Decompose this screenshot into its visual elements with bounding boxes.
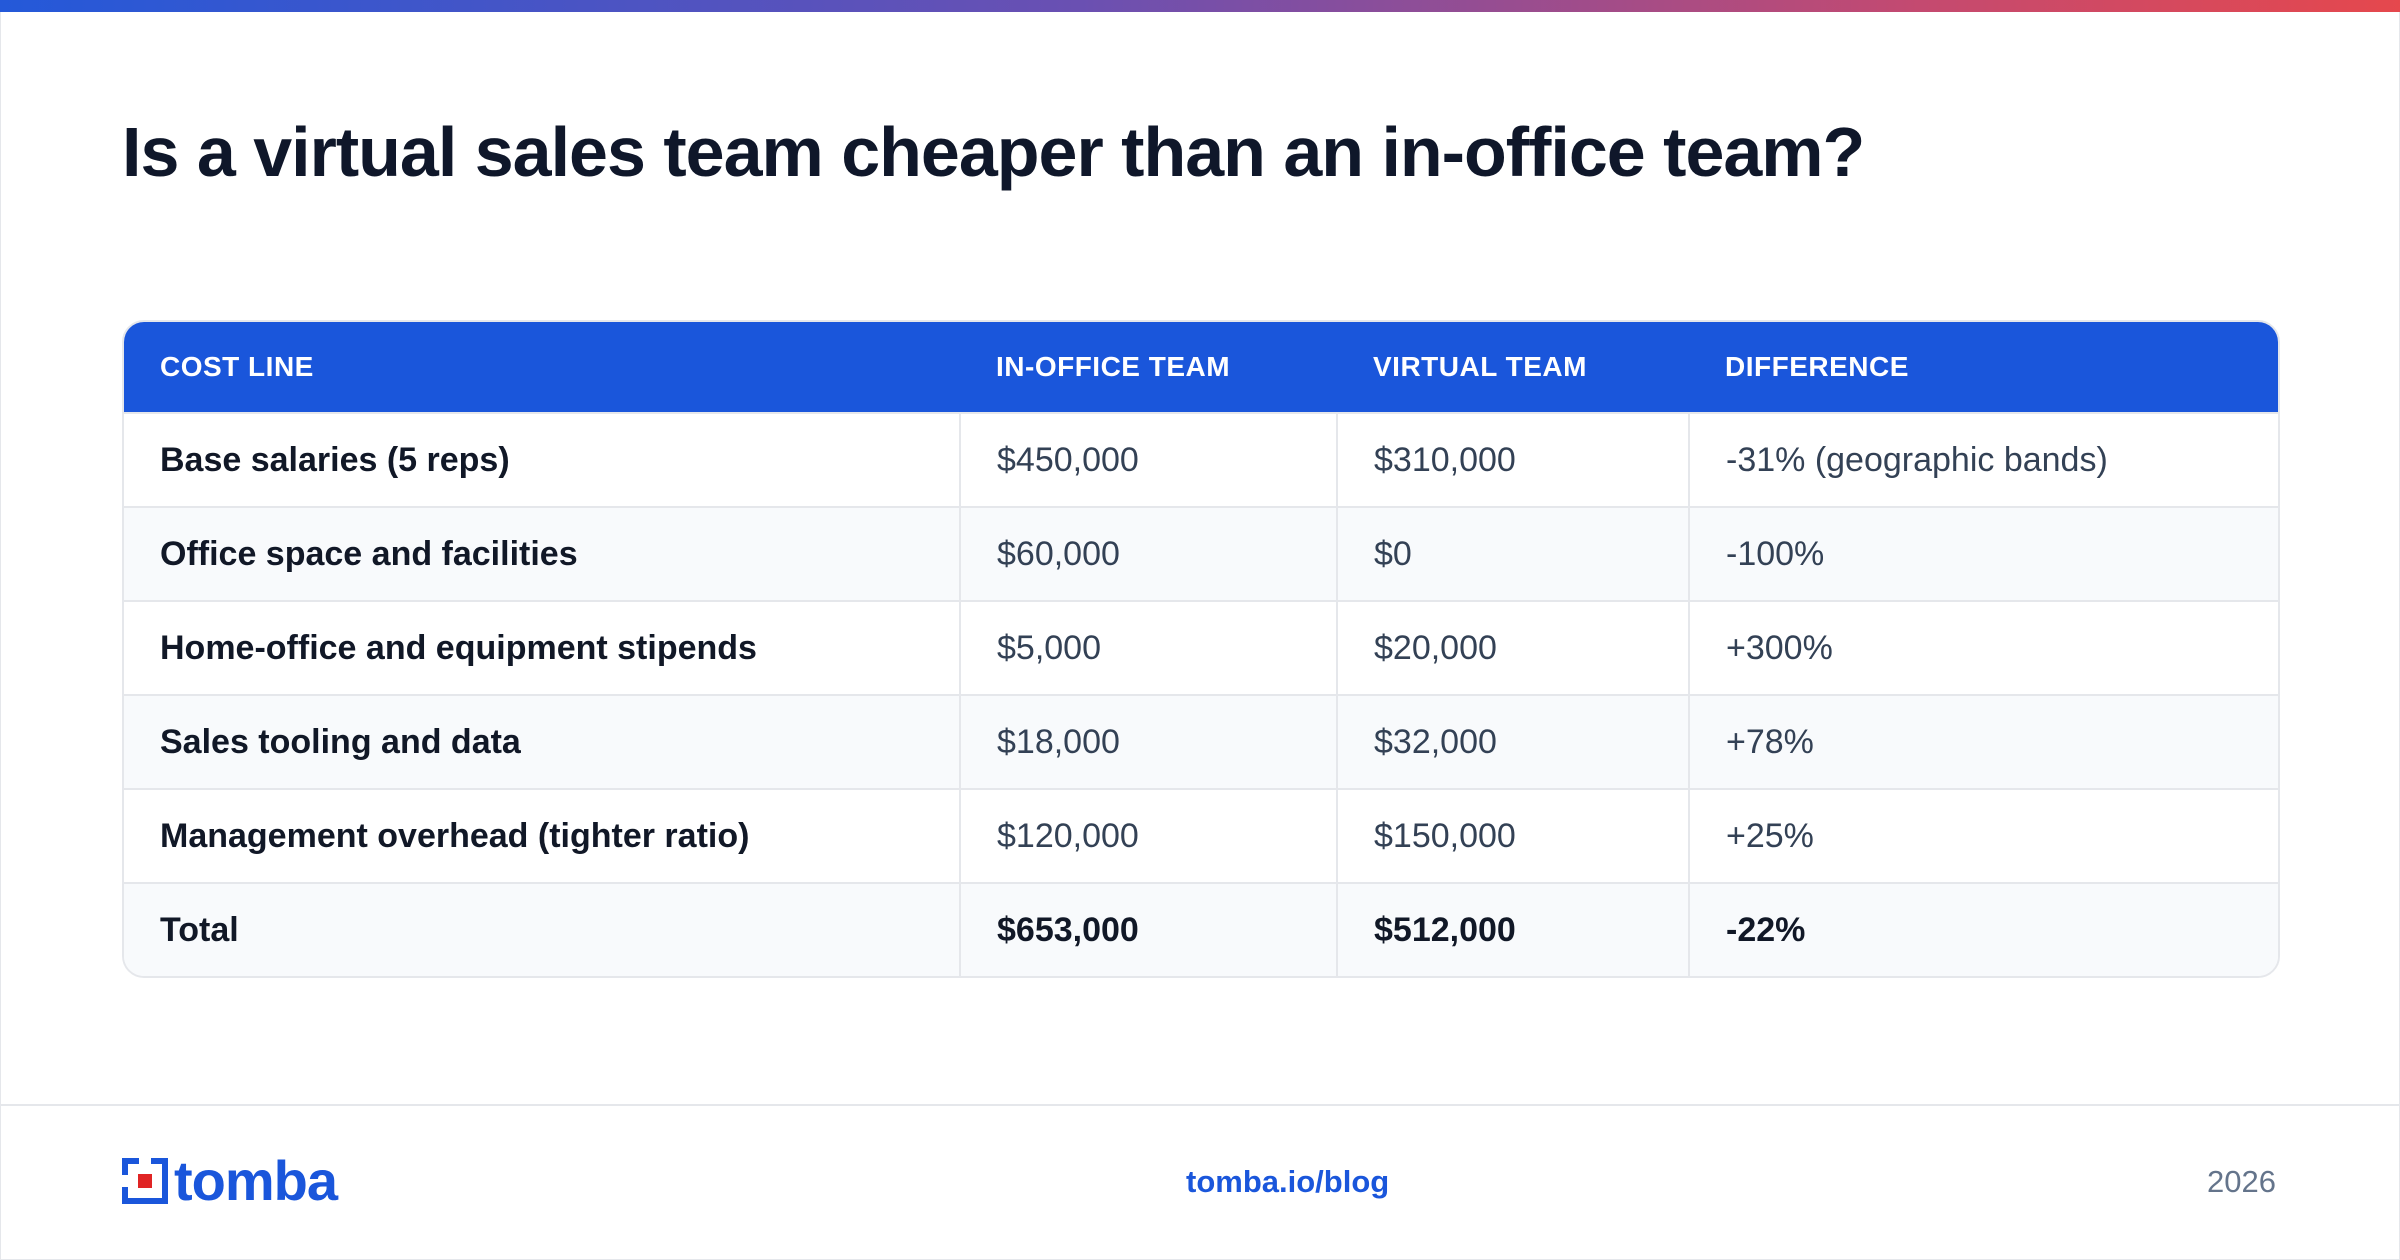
in-office-cell: $120,000 bbox=[959, 788, 1337, 883]
page-title: Is a virtual sales team cheaper than an … bbox=[122, 113, 1865, 191]
header-cost-line: COST LINE bbox=[124, 322, 960, 413]
table-row: Office space and facilities $60,000 $0 -… bbox=[124, 506, 2278, 601]
difference-cell: +25% bbox=[1688, 788, 2278, 883]
in-office-cell: $5,000 bbox=[959, 600, 1337, 695]
total-difference-cell: -22% bbox=[1688, 882, 2278, 976]
table-body: Base salaries (5 reps) $450,000 $310,000… bbox=[124, 412, 2278, 976]
blog-link[interactable]: tomba.io/blog bbox=[1186, 1164, 1390, 1199]
header-difference: DIFFERENCE bbox=[1689, 322, 2278, 413]
table-row: Home-office and equipment stipends $5,00… bbox=[124, 600, 2278, 695]
in-office-cell: $60,000 bbox=[959, 506, 1337, 601]
virtual-cell: $150,000 bbox=[1336, 788, 1689, 883]
header-row: COST LINE IN-OFFICE TEAM VIRTUAL TEAM DI… bbox=[124, 322, 2278, 413]
cost-line-cell: Base salaries (5 reps) bbox=[124, 412, 960, 507]
header-in-office-team: IN-OFFICE TEAM bbox=[960, 322, 1337, 413]
cost-line-cell: Office space and facilities bbox=[124, 506, 960, 601]
cost-table: COST LINE IN-OFFICE TEAM VIRTUAL TEAM DI… bbox=[122, 320, 2280, 978]
cost-line-cell: Sales tooling and data bbox=[124, 694, 960, 789]
in-office-cell: $18,000 bbox=[959, 694, 1337, 789]
header-virtual-team: VIRTUAL TEAM bbox=[1337, 322, 1689, 413]
top-gradient-bar bbox=[0, 0, 2400, 12]
virtual-cell: $310,000 bbox=[1336, 412, 1689, 507]
difference-cell: -31% (geographic bands) bbox=[1688, 412, 2278, 507]
difference-cell: +78% bbox=[1688, 694, 2278, 789]
year-label: 2026 bbox=[2207, 1164, 2276, 1199]
logo-wordmark: tomba bbox=[174, 1149, 338, 1212]
total-row: Total $653,000 $512,000 -22% bbox=[124, 882, 2278, 976]
tomba-logo-icon bbox=[122, 1158, 168, 1204]
table-row: Sales tooling and data $18,000 $32,000 +… bbox=[124, 694, 2278, 789]
total-in-office-cell: $653,000 bbox=[959, 882, 1337, 976]
cost-line-cell: Home-office and equipment stipends bbox=[124, 600, 960, 695]
difference-cell: +300% bbox=[1688, 600, 2278, 695]
virtual-cell: $20,000 bbox=[1336, 600, 1689, 695]
total-virtual-cell: $512,000 bbox=[1336, 882, 1689, 976]
virtual-cell: $0 bbox=[1336, 506, 1689, 601]
virtual-cell: $32,000 bbox=[1336, 694, 1689, 789]
difference-cell: -100% bbox=[1688, 506, 2278, 601]
tomba-logo[interactable]: tomba bbox=[122, 1149, 338, 1212]
total-label-cell: Total bbox=[124, 882, 960, 976]
table-header: COST LINE IN-OFFICE TEAM VIRTUAL TEAM DI… bbox=[124, 322, 2278, 413]
table-row: Management overhead (tighter ratio) $120… bbox=[124, 788, 2278, 883]
footer-divider bbox=[0, 1104, 2400, 1106]
cost-line-cell: Management overhead (tighter ratio) bbox=[124, 788, 960, 883]
in-office-cell: $450,000 bbox=[959, 412, 1337, 507]
table-row: Base salaries (5 reps) $450,000 $310,000… bbox=[124, 412, 2278, 507]
